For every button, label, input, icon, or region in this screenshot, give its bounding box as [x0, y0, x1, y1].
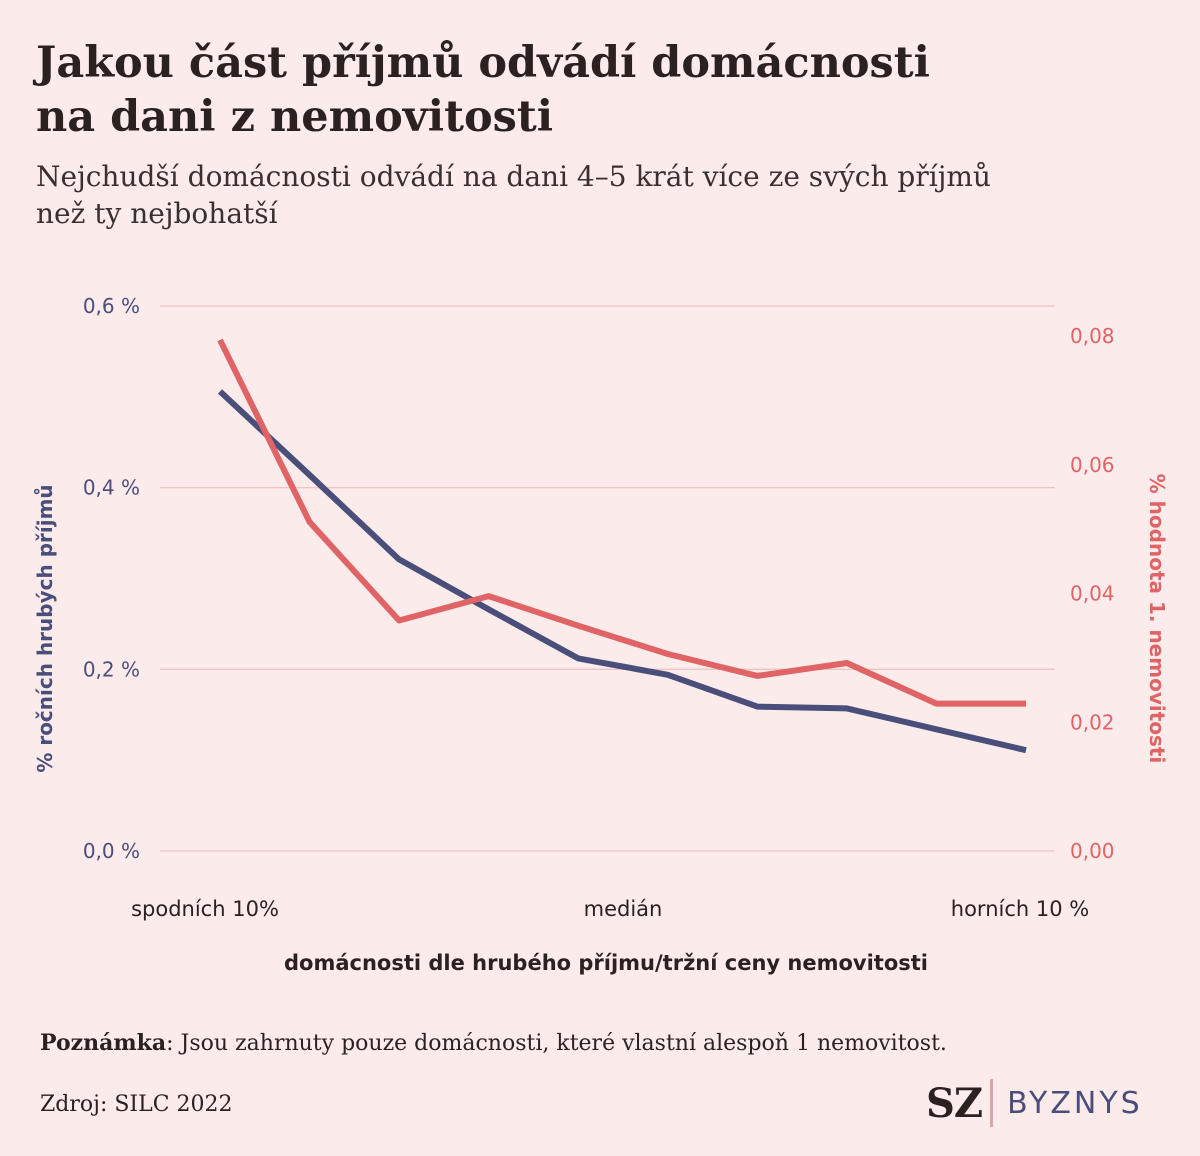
y-right-axis-title: % hodnota 1. nemovitosti: [1145, 474, 1169, 764]
chart-title: Jakou část příjmů odvádí domácnosti na d…: [36, 36, 1156, 144]
y-right-tick-label-1: 0,02: [1070, 710, 1115, 734]
y-left-tick-label-1: 0,2 %: [83, 657, 140, 681]
line-chart: 0,0 % 0,2 % 0,4 % 0,6 % 0,00 0,02 0,04 0,06 0,08…: [33, 294, 1169, 975]
x-axis-title: domácnosti dle hrubého příjmu/tržní ceny…: [284, 951, 928, 975]
source-credit: Zdroj: SILC 2022: [40, 1092, 233, 1117]
logo-sz: SZ: [926, 1079, 983, 1127]
x-tick-label-2: horních 10 %: [951, 897, 1089, 921]
logo-byznys: BYZNYS: [1007, 1085, 1143, 1121]
chart-subtitle: Nejchudší domácnosti odvádí na dani 4–5 …: [36, 158, 1156, 232]
title-line-2: na dani z nemovitosti: [36, 92, 554, 142]
footnote-label: Poznámka: [40, 1030, 167, 1056]
sz-byznys-logo: SZ BYZNYS: [926, 1078, 1143, 1128]
y-right-tick-label-3: 0,06: [1070, 453, 1115, 477]
x-tick-label-1: medián: [584, 897, 663, 921]
title-line-1: Jakou část příjmů odvádí domácnosti: [36, 38, 930, 88]
subtitle-line-2: než ty nejbohatší: [36, 197, 278, 230]
logo-divider: [990, 1079, 994, 1127]
footnote-text: : Jsou zahrnuty pouze domácnosti, které …: [166, 1031, 947, 1056]
y-left-axis-title: % ročních hrubých příjmů: [33, 484, 57, 772]
y-left-tick-label-0: 0,0 %: [83, 839, 140, 863]
x-tick-label-0: spodních 10%: [131, 897, 279, 921]
footnote: Poznámka: Jsou zahrnuty pouze domácnosti…: [40, 1030, 947, 1056]
y-right-tick-label-2: 0,04: [1070, 582, 1115, 606]
y-left-tick-label-2: 0,4 %: [83, 476, 140, 500]
y-left-tick-label-3: 0,6 %: [83, 294, 140, 318]
y-right-tick-label-0: 0,00: [1070, 839, 1115, 863]
series-line-income: [217, 389, 1027, 754]
y-right-tick-label-4: 0,08: [1070, 324, 1115, 348]
series-line-property-value: [217, 338, 1026, 707]
subtitle-line-1: Nejchudší domácnosti odvádí na dani 4–5 …: [36, 160, 991, 193]
